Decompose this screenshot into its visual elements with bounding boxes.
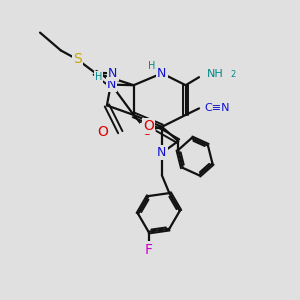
Text: H: H: [95, 72, 102, 82]
Text: N: N: [107, 78, 116, 91]
Text: O: O: [142, 124, 152, 138]
Text: NH: NH: [207, 69, 224, 79]
Text: O: O: [97, 125, 108, 139]
Text: N: N: [157, 67, 167, 80]
Text: N: N: [157, 146, 167, 160]
Text: 2: 2: [230, 70, 236, 79]
Text: C≡N: C≡N: [205, 103, 230, 113]
Text: H: H: [148, 61, 155, 71]
Text: N: N: [108, 67, 118, 80]
Text: F: F: [145, 243, 152, 256]
Text: S: S: [73, 52, 82, 66]
Text: O: O: [143, 119, 154, 133]
